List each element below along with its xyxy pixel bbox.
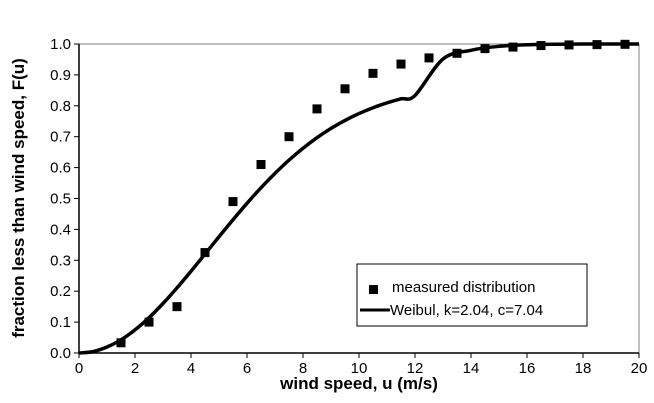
data-point-measured xyxy=(172,302,182,312)
y-tick-label: 0.7 xyxy=(50,129,71,146)
legend-box xyxy=(356,263,588,327)
x-axis-title: wind speed, u (m/s) xyxy=(279,374,438,393)
data-point-measured xyxy=(340,84,350,94)
data-point-measured xyxy=(116,338,126,348)
data-point-measured xyxy=(508,42,518,52)
x-tick-label: 18 xyxy=(575,360,592,377)
x-tick-label: 6 xyxy=(243,360,251,377)
y-tick-label: 0.1 xyxy=(50,314,71,331)
x-tick-label: 2 xyxy=(131,360,139,377)
data-point-measured xyxy=(396,59,406,69)
x-tick-label: 14 xyxy=(463,360,480,377)
y-tick-label: 0.3 xyxy=(50,252,71,269)
y-tick-label: 1.0 xyxy=(50,36,71,53)
y-tick-label: 0.8 xyxy=(50,98,71,115)
y-tick-label: 0.6 xyxy=(50,160,71,177)
data-point-measured xyxy=(228,197,238,207)
legend-label-weibul: Weibul, k=2.04, c=7.04 xyxy=(390,302,543,319)
legend-marker-measured xyxy=(369,285,378,294)
series-line-weibul xyxy=(78,42,640,355)
y-tick-label: 0.4 xyxy=(50,221,71,238)
data-point-measured xyxy=(312,104,322,114)
y-tick-label: 0.5 xyxy=(50,191,71,208)
x-tick-label: 12 xyxy=(407,360,424,377)
y-tick-label: 0.9 xyxy=(50,67,71,84)
data-point-measured xyxy=(284,132,294,142)
x-tick-label: 0 xyxy=(75,360,83,377)
x-tick-label: 16 xyxy=(519,360,536,377)
data-point-measured xyxy=(536,41,546,51)
data-point-measured xyxy=(564,40,574,50)
y-tick-label: 0.2 xyxy=(50,283,71,300)
x-tick-label: 8 xyxy=(299,360,307,377)
data-point-measured xyxy=(424,53,434,63)
data-point-measured xyxy=(480,44,490,54)
y-tick-label: 0.0 xyxy=(50,345,71,362)
data-point-measured xyxy=(620,39,630,49)
data-point-measured xyxy=(256,160,266,170)
data-point-measured xyxy=(200,248,210,258)
data-point-measured xyxy=(368,68,378,78)
x-tick-label: 20 xyxy=(631,360,648,377)
y-axis-title: fraction less than wind speed, F(u) xyxy=(9,58,28,338)
data-point-measured xyxy=(592,40,602,50)
legend-label-measured: measured distribution xyxy=(392,279,535,296)
data-point-measured xyxy=(452,48,462,58)
x-tick-label: 10 xyxy=(351,360,368,377)
legend: measured distribution Weibul, k=2.04, c=… xyxy=(356,263,588,327)
data-point-measured xyxy=(144,317,154,327)
x-tick-label: 4 xyxy=(187,360,195,377)
